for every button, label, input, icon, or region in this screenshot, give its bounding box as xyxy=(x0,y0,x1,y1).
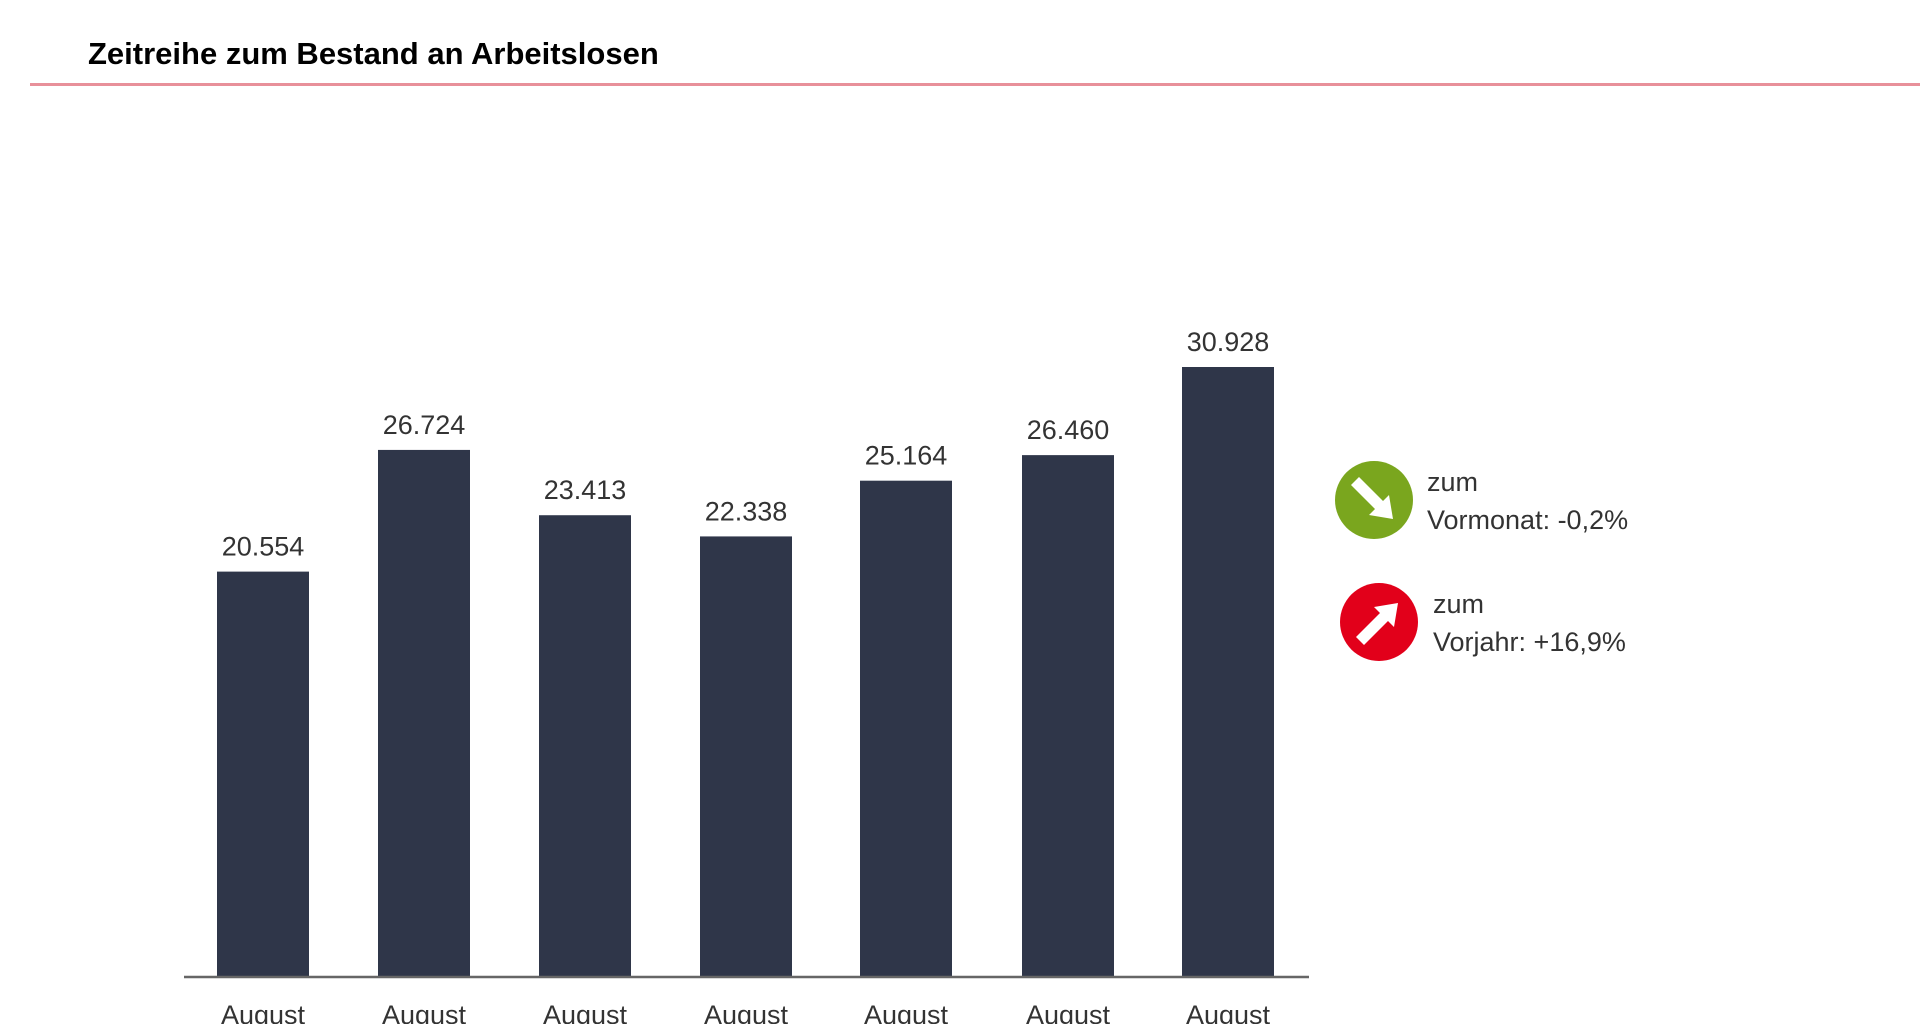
chart-title: Zeitreihe zum Bestand an Arbeitslosen xyxy=(88,36,659,71)
x-tick-label: August xyxy=(382,1000,467,1024)
bar xyxy=(1182,367,1274,977)
bar xyxy=(860,480,952,977)
bar xyxy=(378,449,470,977)
trend-up-icon xyxy=(1340,583,1418,661)
indicator-vorjahr: zum Vorjahr: +16,9% xyxy=(1433,585,1626,661)
data-label: 26.724 xyxy=(383,410,466,440)
indicator-line1: zum xyxy=(1433,589,1485,619)
x-tick-label: August xyxy=(543,1000,628,1024)
indicator-line1: zum xyxy=(1427,467,1479,497)
x-tick-label: August xyxy=(1186,1000,1271,1024)
data-label: 23.413 xyxy=(544,475,627,505)
bar xyxy=(217,571,309,977)
indicator-line2: Vorjahr: +16,9% xyxy=(1433,627,1626,657)
bar xyxy=(700,536,792,977)
data-label: 30.928 xyxy=(1187,327,1270,357)
bar xyxy=(1022,455,1114,977)
trend-down-icon xyxy=(1335,461,1413,539)
data-label: 20.554 xyxy=(222,532,305,562)
indicator-line2: Vormonat: -0,2% xyxy=(1427,505,1629,535)
bar xyxy=(539,515,631,977)
x-tick-label: August xyxy=(221,1000,306,1024)
x-tick-label: August xyxy=(1026,1000,1111,1024)
indicator-vormonat: zum Vormonat: -0,2% xyxy=(1427,463,1628,539)
data-label: 22.338 xyxy=(705,496,788,526)
data-label: 25.164 xyxy=(865,441,948,471)
data-label: 26.460 xyxy=(1027,415,1110,445)
title-divider xyxy=(30,83,1920,86)
x-tick-label: August xyxy=(704,1000,789,1024)
x-tick-label: August xyxy=(864,1000,949,1024)
